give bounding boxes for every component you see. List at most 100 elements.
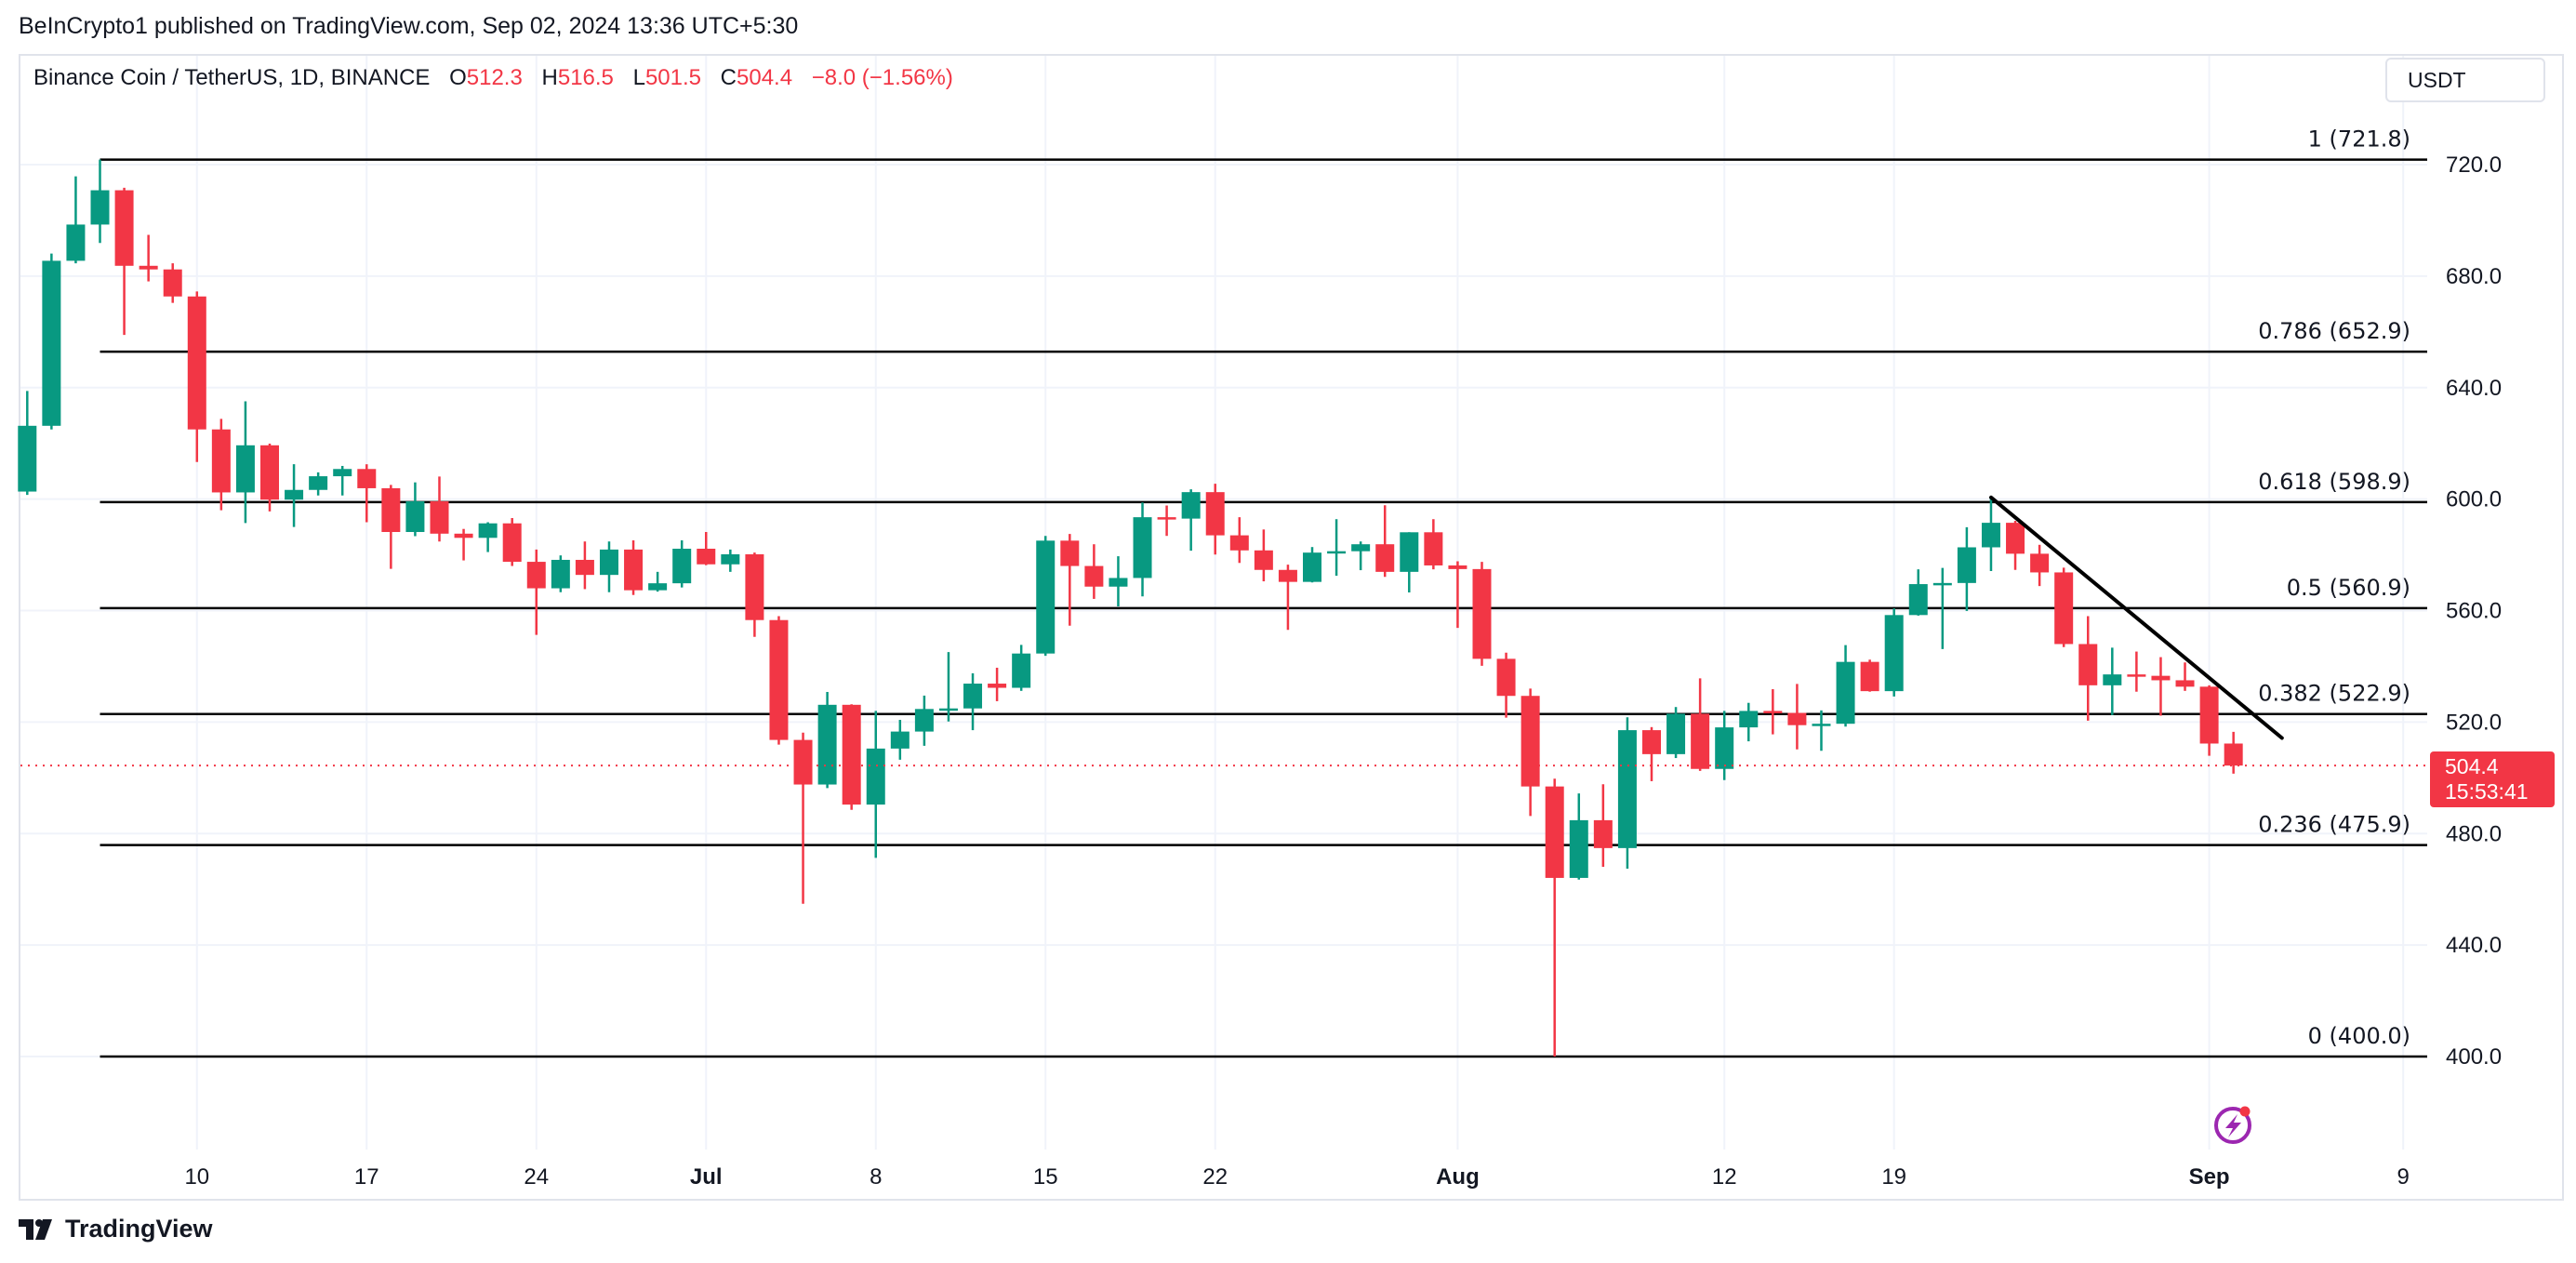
candle-body: [1424, 532, 1443, 565]
candle-body: [599, 549, 618, 576]
candle-body: [624, 549, 644, 591]
x-tick-label: 17: [354, 1164, 379, 1190]
candle: [1351, 541, 1371, 571]
candle: [1545, 778, 1564, 1057]
candle: [624, 539, 644, 595]
candle: [1400, 532, 1419, 593]
fib-level-label: 1 (721.8): [2308, 126, 2410, 153]
candle: [1520, 688, 1540, 817]
candle: [1593, 784, 1613, 867]
candle-body: [526, 562, 546, 589]
candle-body: [842, 704, 861, 805]
candle-body: [1812, 724, 1831, 726]
candle: [1157, 505, 1176, 537]
candle: [988, 667, 1007, 701]
candle-body: [1520, 696, 1540, 787]
trend-line: [1988, 495, 2284, 740]
candle-body: [1084, 565, 1104, 587]
candle-body: [18, 425, 37, 492]
candle: [914, 695, 934, 746]
y-tick-label: 440.0: [2446, 933, 2502, 958]
candle: [1812, 710, 1831, 751]
candle: [1036, 536, 1056, 657]
candle: [866, 711, 885, 858]
candle-body: [1715, 727, 1734, 769]
candle: [1957, 526, 1976, 611]
symbol-title[interactable]: Binance Coin / TetherUS, 1D, BINANCE: [33, 65, 431, 90]
candle-body: [1400, 532, 1419, 572]
candle-body: [1981, 523, 2000, 548]
candle-body: [309, 476, 328, 490]
close-label: C: [720, 65, 737, 90]
candle-body: [1351, 544, 1371, 552]
candle: [1278, 565, 1297, 631]
candle: [721, 549, 740, 572]
candle: [2224, 731, 2243, 774]
candle-body: [1254, 550, 1273, 570]
last-price-value: 504.4: [2445, 754, 2499, 778]
fib-level-label: 0 (400.0): [2308, 1023, 2410, 1049]
candle-body: [672, 548, 692, 584]
candle: [42, 253, 61, 430]
y-tick-label: 720.0: [2446, 153, 2502, 178]
candle-body: [333, 469, 352, 477]
high-value: 516.5: [557, 65, 614, 90]
candle: [1666, 707, 1686, 759]
candle: [357, 464, 377, 523]
candle: [551, 555, 570, 592]
candle: [1133, 502, 1152, 597]
lightning-icon[interactable]: [2214, 1106, 2251, 1144]
candle-body: [1691, 713, 1710, 769]
candle-body: [551, 559, 570, 589]
currency-button[interactable]: USDT: [2385, 58, 2545, 102]
close-value: 504.4: [737, 65, 793, 90]
candle: [502, 518, 522, 566]
candle: [672, 539, 692, 588]
candle: [260, 443, 279, 512]
y-tick-label: 640.0: [2446, 376, 2502, 401]
y-tick-label: 520.0: [2446, 710, 2502, 735]
x-tick-label: 19: [1881, 1164, 1906, 1190]
candle-body: [187, 296, 206, 430]
candle: [90, 159, 110, 244]
candle: [1327, 519, 1347, 577]
candle: [1109, 556, 1128, 607]
candle: [769, 616, 789, 745]
candle-body: [478, 523, 498, 538]
chart-pane[interactable]: [19, 54, 2564, 1201]
y-tick-label: 600.0: [2446, 487, 2502, 512]
candle-body: [697, 548, 716, 565]
overlay: [20, 495, 2427, 767]
candle: [817, 692, 837, 789]
candle: [1181, 489, 1201, 552]
candle: [1084, 544, 1104, 599]
candle-body: [1763, 711, 1783, 713]
candle: [842, 704, 861, 810]
candle-body: [163, 269, 182, 297]
candle-body: [1641, 730, 1661, 754]
candle: [114, 187, 134, 336]
candle: [1908, 569, 1928, 616]
fib-level-label: 0.382 (522.9): [2258, 681, 2410, 707]
candle-body: [1496, 658, 1516, 697]
candle-body: [1593, 819, 1613, 848]
candle-body: [1205, 492, 1225, 536]
candle: [1472, 562, 1492, 666]
candle-body: [90, 190, 110, 225]
candle-body: [1012, 653, 1031, 688]
tradingview-logo-icon: [19, 1218, 52, 1240]
candle: [405, 482, 425, 537]
x-tick-label: 15: [1033, 1164, 1058, 1190]
published-info: BeInCrypto1 published on TradingView.com…: [19, 13, 799, 39]
candle-body: [357, 469, 377, 488]
candle-body: [2006, 523, 2025, 554]
candle: [2006, 521, 2025, 570]
tradingview-logo[interactable]: TradingView: [19, 1215, 213, 1243]
x-tick-label: 24: [524, 1164, 549, 1190]
candle-body: [1109, 578, 1128, 587]
candle: [1496, 652, 1516, 718]
candle: [1836, 645, 1855, 727]
candle-body: [1545, 786, 1564, 878]
bar-countdown: 15:53:41: [2445, 779, 2529, 804]
